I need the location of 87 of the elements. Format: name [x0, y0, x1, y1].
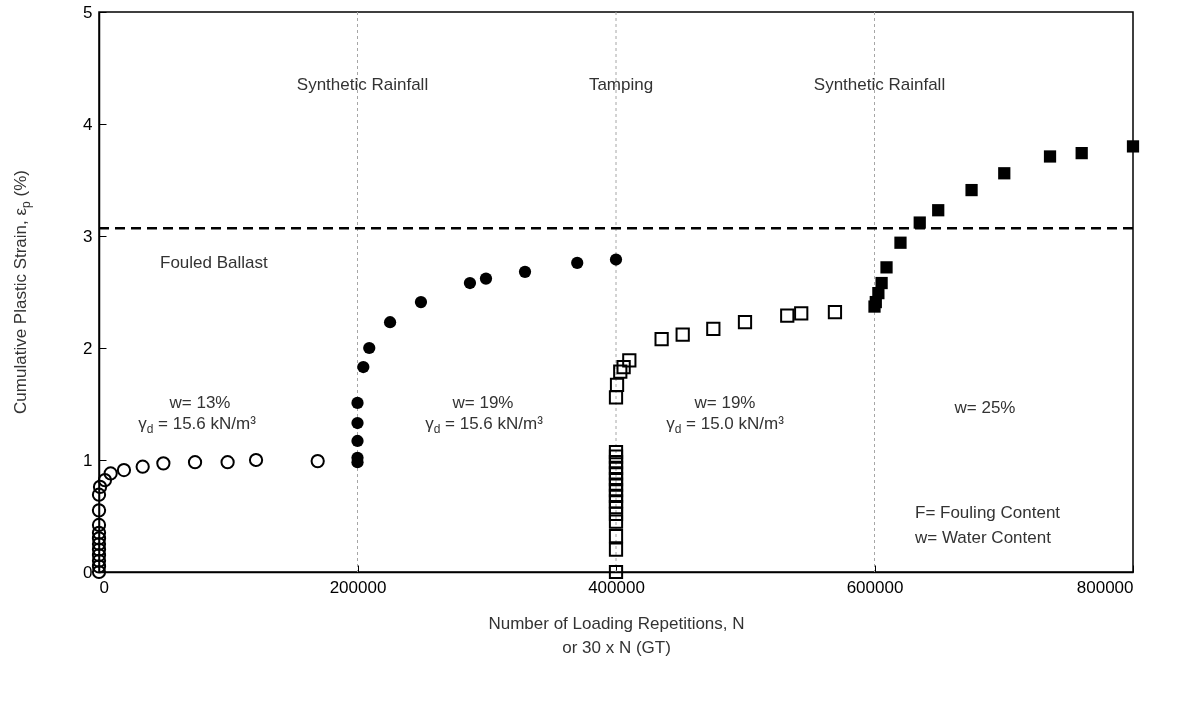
annotation: w= 19%: [452, 392, 514, 412]
point: [608, 455, 624, 470]
point: [91, 487, 107, 502]
x-tick-label: 600000: [846, 577, 904, 597]
y-tick-label: 5: [83, 2, 93, 22]
point: [913, 216, 926, 229]
point: [654, 331, 669, 347]
point: [932, 204, 945, 217]
point: [608, 542, 624, 557]
point: [608, 499, 624, 515]
point: [794, 306, 809, 321]
annotation: γ$_{d}$ = 15.6 kN/m³: [425, 413, 543, 437]
point: [156, 456, 171, 471]
point: [608, 529, 624, 544]
point: [357, 360, 370, 374]
point: [91, 559, 107, 574]
point: [463, 276, 477, 290]
x-axis-title: Number of Loading Repetitions, N or 30 x N (GT): [488, 613, 745, 657]
point: [91, 564, 107, 580]
point: [706, 321, 721, 337]
ref-line-label: Synthetic Rainfall: [813, 75, 946, 94]
point: [187, 455, 203, 470]
point: [880, 261, 893, 274]
point: [613, 364, 628, 379]
point: [608, 564, 624, 580]
point: [894, 236, 907, 249]
point: [998, 167, 1011, 180]
point: [248, 452, 264, 468]
x-tick-label: 200000: [329, 577, 387, 597]
point: [97, 473, 113, 488]
y-tick-label: 1: [83, 450, 93, 470]
point: [91, 531, 107, 546]
point: [608, 494, 624, 509]
point: [383, 316, 397, 329]
ref-line-label: Tamping: [588, 75, 654, 94]
annotation: w= 25%: [954, 397, 1016, 417]
point: [351, 416, 364, 430]
point: [479, 272, 493, 285]
annotation: w= 13%: [169, 392, 231, 412]
point: [608, 514, 624, 529]
point: [135, 459, 150, 474]
x-tick-label: 800000: [1076, 577, 1134, 597]
annotation: F= Fouling Content: [915, 502, 1061, 522]
x-tick-label: 0: [99, 577, 109, 597]
point: [91, 503, 107, 518]
point: [737, 315, 753, 330]
point: [827, 305, 843, 320]
point: [92, 479, 108, 494]
point: [351, 396, 364, 409]
point: [875, 276, 888, 290]
point: [609, 253, 623, 266]
point: [622, 353, 637, 368]
point: [116, 462, 132, 478]
annotation: γ$_{d}$ = 15.0 kN/m³: [666, 413, 784, 437]
point: [220, 455, 235, 470]
point: [965, 183, 978, 197]
point: [1075, 147, 1088, 160]
point: [675, 327, 690, 342]
point: [608, 445, 624, 460]
point: [608, 466, 624, 481]
point: [414, 295, 428, 309]
point: [780, 308, 795, 323]
point: [608, 449, 624, 464]
annotation: γ$_{d}$ = 15.6 kN/m³: [138, 413, 256, 437]
y-tick-label: 2: [83, 338, 93, 358]
x-tick-label: 400000: [588, 577, 645, 597]
point: [103, 466, 118, 481]
point: [1043, 150, 1057, 163]
point: [616, 359, 631, 375]
point: [608, 477, 624, 492]
point: [609, 377, 625, 393]
ref-line-label: Fouled Ballast: [160, 253, 268, 273]
annotation: w= Water Content: [915, 527, 1051, 547]
point: [91, 517, 107, 533]
point: [310, 454, 325, 469]
y-tick-label: 4: [83, 114, 93, 134]
point: [351, 434, 364, 448]
point: [363, 341, 376, 355]
y-tick-label: 0: [83, 562, 93, 582]
y-tick-label: 3: [83, 226, 93, 246]
point: [608, 390, 624, 405]
point: [571, 256, 584, 269]
point: [608, 483, 624, 498]
ref-line-label: Synthetic Rainfall: [296, 75, 429, 94]
point: [518, 265, 532, 278]
annotation: w= 19%: [694, 392, 756, 412]
point: [1126, 140, 1140, 153]
